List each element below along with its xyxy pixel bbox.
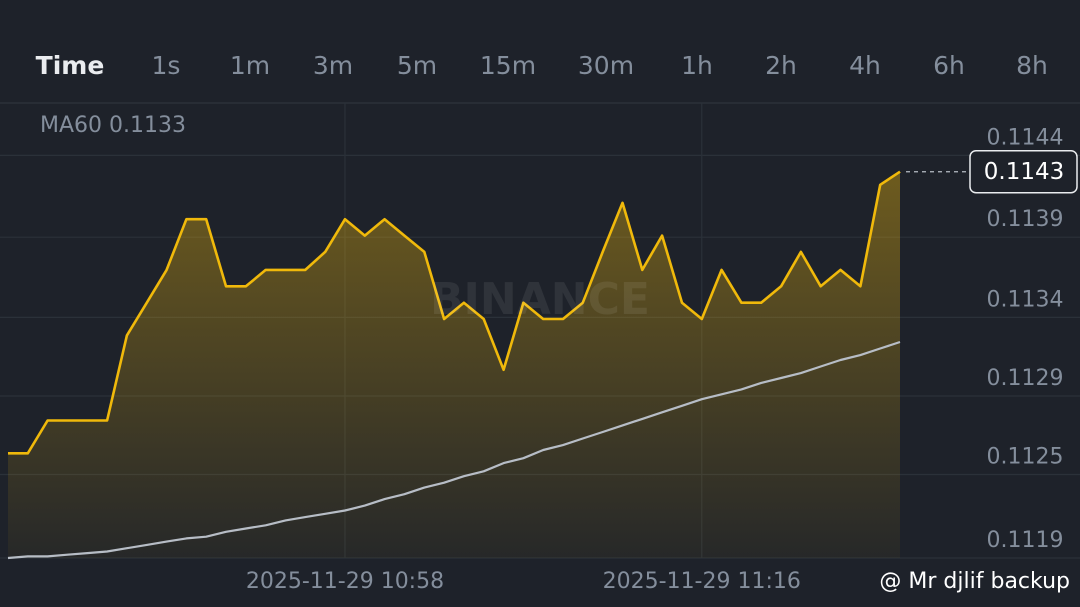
- interval-tab[interactable]: 5m: [397, 51, 437, 80]
- last-price-label: 0.1143: [984, 159, 1064, 185]
- interval-tab[interactable]: 1s: [152, 51, 181, 80]
- x-tick-label: 2025-11-29 10:58: [246, 569, 444, 594]
- watermark: BINANCE: [430, 274, 650, 325]
- y-tick-label: 0.1125: [987, 445, 1064, 470]
- price-line: [8, 170, 901, 455]
- y-tick-label: 0.1129: [987, 366, 1064, 391]
- toolbar-label: Time: [36, 51, 105, 80]
- interval-tab[interactable]: 2h: [765, 51, 797, 80]
- price-area: [8, 171, 900, 558]
- interval-tab[interactable]: 6h: [933, 51, 965, 80]
- y-tick-label: 0.1144: [987, 125, 1064, 150]
- interval-tab[interactable]: 15m: [480, 51, 536, 80]
- interval-tab[interactable]: 3m: [313, 51, 353, 80]
- interval-tab[interactable]: 4h: [849, 51, 881, 80]
- y-tick-label: 0.1134: [987, 287, 1064, 312]
- interval-tab[interactable]: 1h: [681, 51, 713, 80]
- credit: @ Mr djlif backup: [879, 569, 1070, 594]
- ma-legend-label: MA60: [40, 113, 102, 138]
- x-tick-label: 2025-11-29 11:16: [603, 569, 801, 594]
- ma-legend: MA60 0.1133: [40, 113, 186, 138]
- plot: 0.1143: [7, 149, 1078, 560]
- interval-tab[interactable]: 1m: [230, 51, 270, 80]
- interval-tab[interactable]: 8h: [1016, 51, 1048, 80]
- y-tick-label: 0.1119: [987, 528, 1064, 553]
- interval-tab[interactable]: 30m: [578, 51, 634, 80]
- ma-line: [7, 340, 901, 560]
- ma-legend-value: 0.1133: [109, 113, 186, 138]
- last-price-box: [969, 149, 1078, 194]
- y-tick-label: 0.1139: [987, 207, 1064, 232]
